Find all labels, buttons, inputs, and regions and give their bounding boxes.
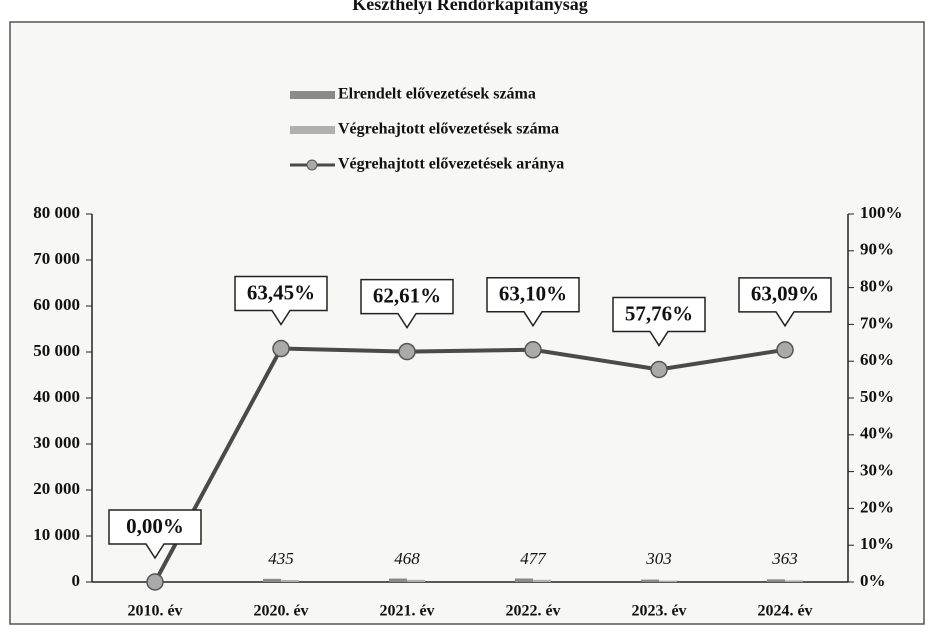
data-label: 63,45% (247, 280, 315, 304)
callout-box (234, 275, 328, 326)
y2-tick-label: 90% (860, 240, 894, 259)
callout-box (108, 509, 202, 560)
y2-tick-label: 30% (860, 461, 894, 480)
line-marker (146, 573, 164, 591)
legend-label: Elrendelt elővezetések száma (338, 86, 536, 103)
y-tick-label: 60 000 (33, 295, 80, 314)
data-label: 63,09% (751, 282, 819, 306)
y2-tick-label: 40% (860, 424, 894, 443)
legend-marker (306, 159, 318, 171)
bar (659, 580, 677, 582)
x-tick-label: 2021. év (379, 603, 434, 620)
y-tick-label: 70 000 (33, 249, 80, 268)
legend-label: Végrehajtott elővezetések száma (338, 121, 559, 138)
callout-box (612, 296, 706, 347)
line-marker (776, 341, 794, 359)
y2-tick-label: 80% (860, 277, 894, 296)
y-tick-label: 20 000 (33, 479, 80, 498)
y-tick-label: 40 000 (33, 387, 80, 406)
line-marker (272, 339, 290, 358)
line-marker (398, 342, 416, 361)
callout-box (360, 278, 454, 329)
bar (533, 579, 551, 582)
chart-title: Keszthelyi Rendőrkapitányság (352, 0, 588, 14)
bar (767, 579, 785, 582)
legend-swatch (290, 126, 335, 134)
y2-tick-label: 20% (860, 497, 894, 516)
bar-value-label: 468 (394, 549, 420, 568)
bar (263, 578, 281, 582)
y-tick-label: 80 000 (33, 203, 80, 222)
y-tick-label: 30 000 (33, 433, 80, 452)
x-tick-label: 2020. év (253, 603, 308, 620)
legend-label: Végrehajtott elővezetések aránya (338, 156, 564, 173)
bar (515, 578, 533, 582)
x-tick-label: 2023. év (631, 603, 686, 620)
line-marker (524, 341, 542, 359)
data-label: 57,76% (625, 301, 693, 325)
bar (641, 579, 659, 582)
bar-value-label: 477 (520, 549, 547, 568)
x-tick-label: 2022. év (505, 603, 560, 620)
bar-value-label: 363 (771, 549, 798, 568)
x-tick-label: 2010. év (127, 603, 182, 620)
y-tick-label: 10 000 (33, 525, 80, 544)
data-label: 63,10% (499, 282, 567, 306)
data-label: 62,61% (373, 283, 441, 307)
line-marker (650, 360, 668, 379)
y2-tick-label: 0% (860, 571, 886, 590)
bar (407, 579, 425, 582)
bar (281, 579, 299, 582)
x-tick-label: 2024. év (757, 603, 812, 620)
y-tick-label: 50 000 (33, 341, 80, 360)
y2-tick-label: 60% (860, 350, 894, 369)
bar (389, 578, 407, 582)
legend-swatch (290, 91, 335, 99)
y2-tick-label: 10% (860, 534, 894, 553)
bar-value-label: 435 (268, 549, 294, 568)
bar-value-label: 303 (645, 549, 672, 568)
y2-tick-label: 100% (860, 203, 903, 222)
bar (785, 580, 803, 582)
y2-tick-label: 50% (860, 387, 894, 406)
callout-box (738, 277, 832, 328)
data-label: 0,00% (126, 514, 184, 538)
y-tick-label: 0 (72, 571, 81, 590)
line (153, 346, 786, 583)
callout-box (486, 277, 580, 328)
y2-tick-label: 70% (860, 313, 894, 332)
